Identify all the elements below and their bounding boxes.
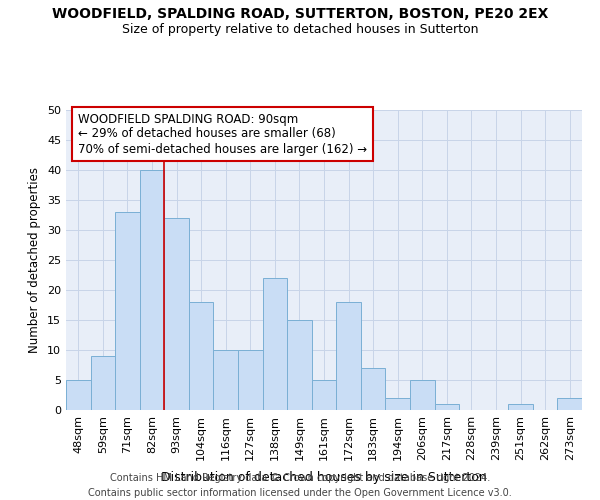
Bar: [434, 404, 459, 410]
Bar: [91, 356, 115, 410]
Bar: [385, 398, 410, 410]
Bar: [214, 350, 238, 410]
Bar: [508, 404, 533, 410]
Bar: [66, 380, 91, 410]
X-axis label: Distribution of detached houses by size in Sutterton: Distribution of detached houses by size …: [161, 471, 487, 484]
Bar: [238, 350, 263, 410]
Bar: [263, 278, 287, 410]
Bar: [557, 398, 582, 410]
Bar: [410, 380, 434, 410]
Bar: [164, 218, 189, 410]
Bar: [115, 212, 140, 410]
Bar: [140, 170, 164, 410]
Text: WOODFIELD SPALDING ROAD: 90sqm
← 29% of detached houses are smaller (68)
70% of : WOODFIELD SPALDING ROAD: 90sqm ← 29% of …: [78, 112, 367, 156]
Bar: [189, 302, 214, 410]
Bar: [312, 380, 336, 410]
Text: Contains HM Land Registry data © Crown copyright and database right 2024.
Contai: Contains HM Land Registry data © Crown c…: [88, 472, 512, 498]
Bar: [287, 320, 312, 410]
Y-axis label: Number of detached properties: Number of detached properties: [28, 167, 41, 353]
Bar: [336, 302, 361, 410]
Bar: [361, 368, 385, 410]
Text: Size of property relative to detached houses in Sutterton: Size of property relative to detached ho…: [122, 22, 478, 36]
Text: WOODFIELD, SPALDING ROAD, SUTTERTON, BOSTON, PE20 2EX: WOODFIELD, SPALDING ROAD, SUTTERTON, BOS…: [52, 8, 548, 22]
